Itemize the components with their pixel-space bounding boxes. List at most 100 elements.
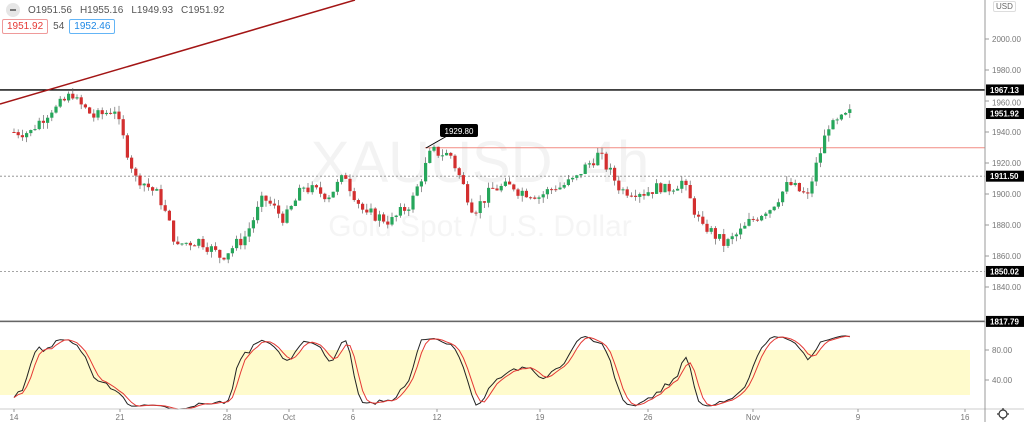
candle <box>62 98 66 101</box>
candle <box>814 162 818 182</box>
quote-panel: 1951.92 54 1952.46 <box>2 19 116 34</box>
price-callout[interactable]: 1929.80 <box>425 124 478 149</box>
candle <box>743 225 747 229</box>
price-tick-label: 1940.00 <box>992 128 1021 137</box>
candle <box>457 168 461 176</box>
candle <box>71 93 75 99</box>
candle <box>659 183 663 193</box>
candle <box>596 152 600 166</box>
candle <box>432 146 436 151</box>
candle <box>680 180 684 189</box>
sell-button[interactable]: 1951.92 <box>2 19 49 34</box>
candle <box>524 190 528 198</box>
candle <box>37 120 41 130</box>
price-tick-label: 1900.00 <box>992 190 1021 199</box>
candle <box>419 181 423 187</box>
candle <box>243 236 247 246</box>
candle <box>751 218 755 220</box>
buy-button[interactable]: 1952.46 <box>69 19 116 34</box>
candle <box>600 152 604 154</box>
candle <box>268 200 272 204</box>
candle <box>222 257 226 260</box>
candle <box>592 163 596 166</box>
candle <box>398 207 402 216</box>
candle <box>33 129 37 131</box>
candle <box>764 213 768 216</box>
candle <box>50 112 54 118</box>
candle <box>604 153 608 170</box>
candle <box>445 152 449 156</box>
symbol-watermark: XAUUSD, 4h Gold Spot / U.S. Dollar <box>311 130 649 243</box>
candle <box>256 206 260 221</box>
candle <box>335 181 339 192</box>
candle <box>369 208 373 213</box>
candle <box>499 185 503 191</box>
candle <box>390 217 394 225</box>
price-axis[interactable]: 2000.00 1980.00 1960.00 1940.00 1920.00 1900.… <box>985 35 1024 385</box>
candle <box>772 206 776 211</box>
candle <box>12 132 16 133</box>
candle <box>793 182 797 186</box>
candle <box>608 167 612 170</box>
price-label: 1967.13 <box>990 86 1019 95</box>
candle <box>96 110 100 118</box>
candle <box>323 193 327 200</box>
candle <box>83 104 87 108</box>
candle <box>340 175 344 182</box>
candle <box>151 187 155 191</box>
price-tick-label: 1840.00 <box>992 283 1021 292</box>
time-tick-label: 16 <box>961 413 970 422</box>
candle <box>835 119 839 121</box>
candle <box>193 245 197 247</box>
candle <box>302 187 306 189</box>
candle <box>125 135 129 158</box>
settings-gear-icon[interactable] <box>997 408 1009 420</box>
currency-label[interactable]: USD <box>993 1 1016 12</box>
candle <box>508 181 512 185</box>
candle <box>482 201 486 203</box>
candle <box>88 107 92 114</box>
candle <box>625 189 629 196</box>
candle <box>54 106 58 113</box>
candle <box>20 135 24 138</box>
candle <box>117 111 121 120</box>
candle <box>726 239 730 246</box>
time-tick-label: 19 <box>536 413 545 422</box>
candle <box>734 234 738 237</box>
candle <box>138 175 142 186</box>
candle <box>424 162 428 182</box>
candle <box>235 238 239 249</box>
price-tick-label: 1960.00 <box>992 99 1021 108</box>
trendline[interactable] <box>0 0 356 105</box>
candle <box>331 191 335 198</box>
candle <box>541 194 545 198</box>
candle <box>67 93 71 101</box>
candle <box>537 197 541 199</box>
candle <box>75 97 79 99</box>
candle <box>277 205 281 214</box>
candle <box>428 150 432 163</box>
candle <box>16 132 20 136</box>
price-label-box <box>986 84 1024 96</box>
candles <box>12 87 852 264</box>
candle <box>503 181 507 186</box>
price-label-box <box>986 170 1024 182</box>
price-label: 1850.02 <box>990 267 1019 276</box>
candle <box>831 120 835 130</box>
candle <box>449 152 453 156</box>
candle <box>663 183 667 193</box>
collapse-legend-icon[interactable] <box>6 3 20 17</box>
candle <box>760 215 764 221</box>
candle <box>159 189 163 206</box>
ohlc-open: O1951.56 <box>28 4 72 16</box>
candle <box>218 249 222 258</box>
candle <box>692 198 696 215</box>
candle <box>650 192 654 194</box>
candle <box>386 221 390 225</box>
time-axis[interactable]: 14 21 28 Oct 6 12 19 26 Nov 9 16 <box>10 409 970 422</box>
candle <box>180 243 184 245</box>
candle <box>789 182 793 186</box>
candle <box>823 135 827 154</box>
candle <box>562 185 566 188</box>
